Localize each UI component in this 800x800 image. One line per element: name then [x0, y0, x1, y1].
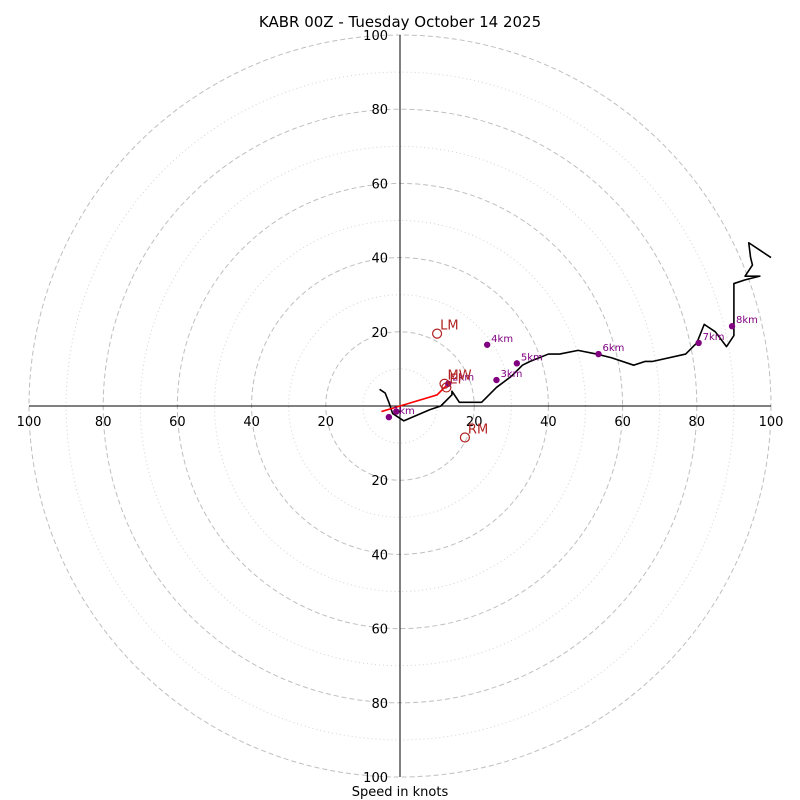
height-label: 5km — [521, 352, 543, 363]
height-point — [493, 376, 500, 384]
y-tick-label: 60 — [371, 177, 388, 192]
motion-label: LM — [440, 319, 458, 334]
height-label: 7km — [703, 332, 725, 343]
motion-label: MW — [448, 369, 472, 384]
chart-title: KABR 00Z - Tuesday October 14 2025 — [259, 13, 541, 31]
x-tick-label: 80 — [95, 415, 112, 430]
height-point — [393, 408, 400, 415]
height-label: 3km — [500, 369, 522, 380]
height-point — [385, 413, 393, 421]
y-tick-label: 80 — [371, 103, 388, 118]
height-label: 6km — [602, 343, 624, 354]
x-tick-label: 80 — [689, 415, 706, 430]
height-point — [695, 339, 702, 347]
y-tick-label: 40 — [371, 548, 388, 563]
y-tick-label: 100 — [363, 29, 388, 44]
height-label: 8km — [736, 315, 758, 326]
y-tick-label: 60 — [371, 623, 388, 638]
x-tick-label: 60 — [614, 415, 631, 430]
motion-label: RM — [468, 423, 488, 438]
x-tick-label: 40 — [540, 415, 557, 430]
height-label: 1km — [393, 406, 415, 417]
y-tick-label: 20 — [371, 326, 388, 341]
x-tick-label: 100 — [759, 415, 784, 430]
height-label: 2km — [452, 373, 474, 384]
height-markers: 1km 2km 3km 4km 5km 6km 7km 8km — [385, 315, 758, 421]
x-tick-label: 20 — [466, 415, 483, 430]
height-point — [513, 360, 521, 367]
hodograph-line — [379, 241, 772, 422]
tick-labels: 100 80 60 40 20 20 40 60 80 100 20 40 60 80 100 20 40 60 8… — [17, 29, 784, 786]
motion-label: EI — [449, 372, 461, 387]
motion-marker — [441, 382, 452, 393]
height-point — [595, 350, 602, 358]
x-tick-label: 100 — [17, 415, 42, 430]
motion-marker — [459, 432, 471, 443]
x-tick-label: 40 — [243, 415, 260, 430]
y-tick-label: 100 — [363, 771, 388, 786]
height-point — [728, 323, 736, 330]
x-tick-label: 20 — [318, 415, 335, 430]
y-tick-label: 80 — [371, 697, 388, 712]
y-tick-label: 20 — [371, 474, 388, 489]
motion-marker — [432, 328, 443, 339]
height-label: 4km — [491, 334, 513, 345]
x-axis-label: Speed in knots — [352, 785, 449, 800]
y-tick-label: 40 — [371, 252, 388, 267]
x-tick-label: 60 — [169, 415, 186, 430]
height-point — [483, 341, 491, 348]
